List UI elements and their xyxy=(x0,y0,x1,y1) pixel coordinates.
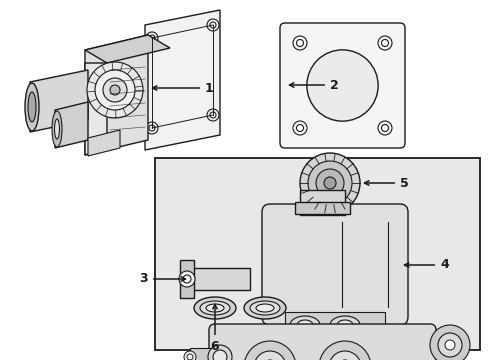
Ellipse shape xyxy=(249,301,280,315)
Polygon shape xyxy=(30,70,88,132)
Text: 6: 6 xyxy=(210,305,219,353)
Ellipse shape xyxy=(194,297,236,319)
Ellipse shape xyxy=(52,111,62,147)
Circle shape xyxy=(209,22,216,28)
Polygon shape xyxy=(55,102,88,148)
Circle shape xyxy=(381,40,387,46)
Circle shape xyxy=(318,341,370,360)
Circle shape xyxy=(206,19,219,31)
Circle shape xyxy=(315,169,343,197)
Bar xyxy=(155,158,479,350)
Circle shape xyxy=(296,40,303,46)
Ellipse shape xyxy=(200,301,229,315)
Circle shape xyxy=(299,153,359,213)
FancyBboxPatch shape xyxy=(208,324,435,360)
Ellipse shape xyxy=(28,92,36,122)
Polygon shape xyxy=(145,10,220,150)
Ellipse shape xyxy=(289,316,319,334)
Circle shape xyxy=(381,125,387,131)
Circle shape xyxy=(209,112,216,118)
Circle shape xyxy=(186,354,193,360)
Circle shape xyxy=(110,85,120,95)
FancyBboxPatch shape xyxy=(262,204,407,325)
Text: 3: 3 xyxy=(139,273,185,285)
Circle shape xyxy=(377,121,391,135)
Circle shape xyxy=(179,271,195,287)
Ellipse shape xyxy=(256,304,273,312)
Ellipse shape xyxy=(25,83,39,131)
Ellipse shape xyxy=(296,320,312,330)
Text: 1: 1 xyxy=(152,81,213,95)
Polygon shape xyxy=(85,35,148,155)
Text: 4: 4 xyxy=(404,258,448,271)
Text: 2: 2 xyxy=(289,78,338,91)
Bar xyxy=(299,190,345,215)
Circle shape xyxy=(146,122,158,134)
Bar xyxy=(190,268,249,290)
Circle shape xyxy=(206,109,219,121)
Circle shape xyxy=(146,32,158,44)
Circle shape xyxy=(95,70,135,110)
Circle shape xyxy=(292,121,306,135)
Ellipse shape xyxy=(306,50,377,121)
Circle shape xyxy=(183,275,191,283)
Circle shape xyxy=(149,35,155,41)
FancyBboxPatch shape xyxy=(280,23,404,148)
Ellipse shape xyxy=(336,320,352,330)
Circle shape xyxy=(207,345,231,360)
Circle shape xyxy=(377,36,391,50)
Circle shape xyxy=(444,340,454,350)
Circle shape xyxy=(103,78,127,102)
Bar xyxy=(285,312,384,330)
Circle shape xyxy=(429,325,469,360)
Bar xyxy=(180,260,194,298)
Circle shape xyxy=(253,351,285,360)
Ellipse shape xyxy=(205,304,224,312)
Bar xyxy=(294,202,349,214)
Polygon shape xyxy=(88,130,120,156)
Bar xyxy=(190,348,218,360)
Circle shape xyxy=(244,341,295,360)
Ellipse shape xyxy=(54,119,60,139)
Circle shape xyxy=(292,36,306,50)
Ellipse shape xyxy=(244,297,285,319)
Circle shape xyxy=(149,125,155,131)
Text: 5: 5 xyxy=(364,176,408,189)
Circle shape xyxy=(324,177,335,189)
Polygon shape xyxy=(85,63,107,155)
Polygon shape xyxy=(85,35,170,63)
Circle shape xyxy=(307,161,351,205)
Circle shape xyxy=(87,62,142,118)
Circle shape xyxy=(328,351,360,360)
Ellipse shape xyxy=(329,316,359,334)
Circle shape xyxy=(437,333,461,357)
Circle shape xyxy=(296,125,303,131)
Circle shape xyxy=(183,351,196,360)
Circle shape xyxy=(213,350,226,360)
